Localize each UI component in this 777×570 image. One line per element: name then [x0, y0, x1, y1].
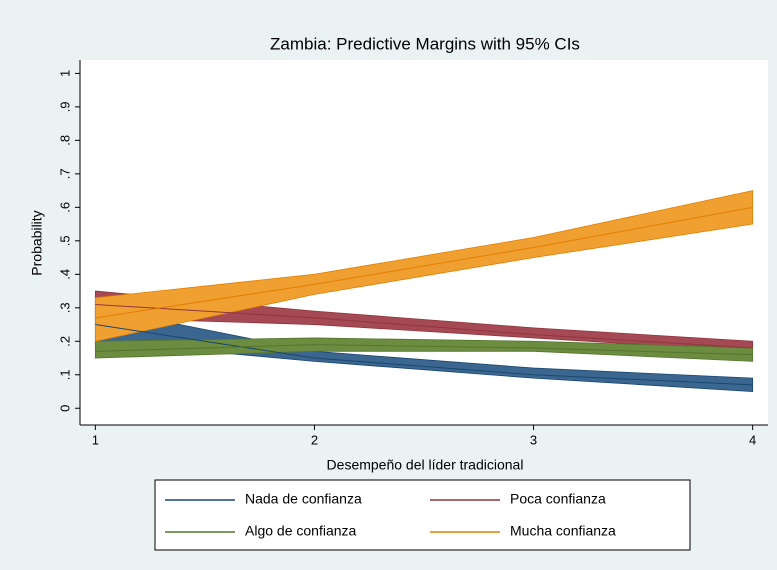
y-tick-label: .7 [57, 168, 72, 179]
legend [154, 479, 691, 551]
y-tick-label: .2 [57, 336, 72, 347]
y-tick-label: .1 [57, 369, 72, 380]
y-tick-label: .5 [57, 235, 72, 246]
chart-title: Zambia: Predictive Margins with 95% CIs [270, 34, 580, 53]
series-line [95, 303, 753, 349]
ci-band [94, 337, 754, 362]
y-tick-label: .6 [57, 202, 72, 213]
plot-area [80, 60, 768, 425]
legend-label: Poca confianza [510, 491, 606, 507]
x-tick-label: 1 [92, 432, 99, 447]
legend-label: Mucha confianza [510, 523, 616, 539]
x-tick-label: 4 [749, 432, 756, 447]
y-tick-label: 1 [57, 70, 72, 77]
y-tick-label: .9 [57, 101, 72, 112]
series-line [95, 344, 753, 356]
y-tick-label: 0 [57, 405, 72, 412]
x-axis-title: Desempeño del líder tradicional [327, 457, 524, 473]
legend-label: Nada de confianza [245, 491, 362, 507]
y-tick-label: .4 [57, 269, 72, 280]
legend-label: Algo de confianza [245, 523, 357, 539]
y-axis-title: Probability [29, 210, 45, 275]
series-line [95, 324, 753, 386]
y-tick-label: .3 [57, 302, 72, 313]
x-tick-label: 3 [530, 432, 537, 447]
series-line [95, 206, 753, 319]
x-tick-label: 2 [311, 432, 318, 447]
y-tick-label: .8 [57, 135, 72, 146]
